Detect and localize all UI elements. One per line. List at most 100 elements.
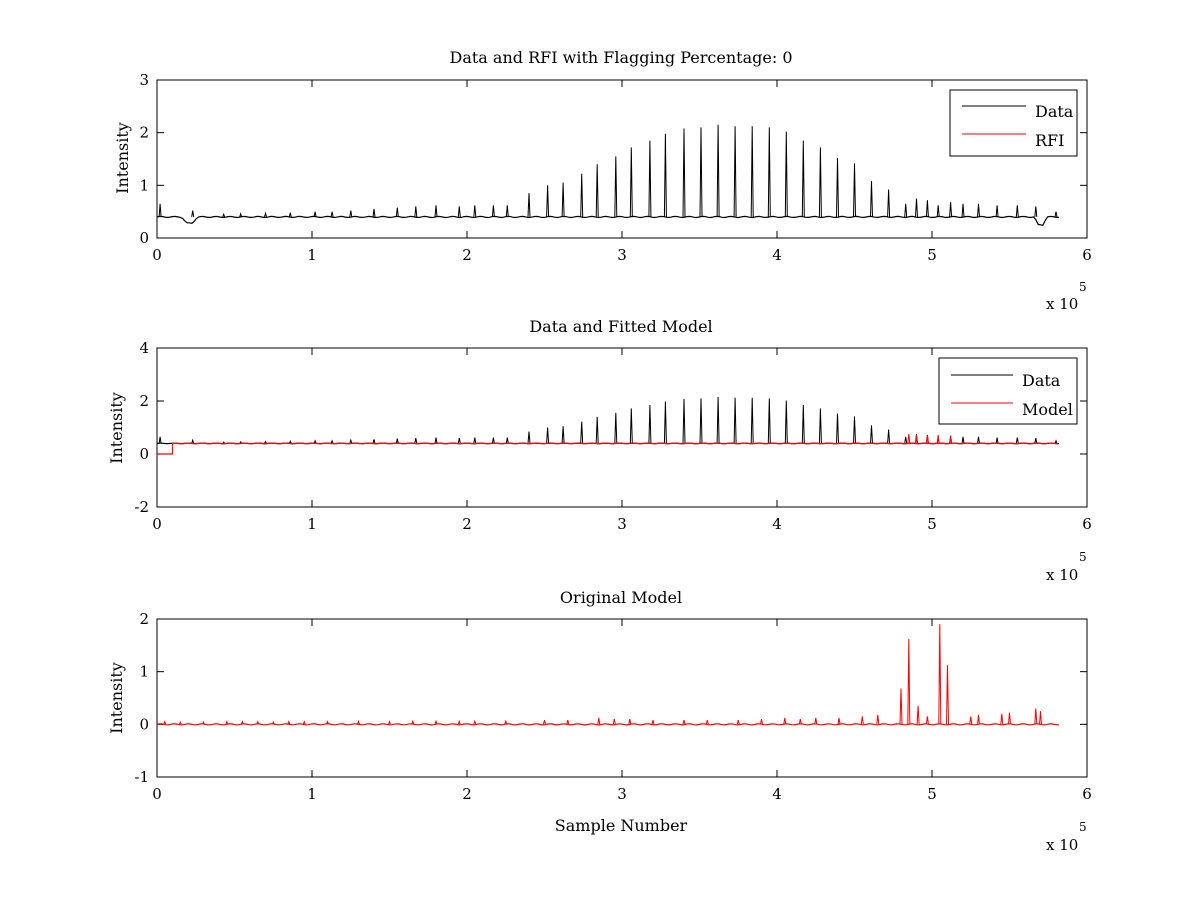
series-spike [801, 404, 805, 444]
series-spike [870, 181, 873, 217]
series-spike [1034, 708, 1038, 725]
series-spike [860, 716, 864, 725]
legend-entry-rfi: RFI [1035, 131, 1064, 150]
series-spike [936, 205, 940, 217]
series-spike [240, 720, 244, 725]
series-spike [716, 396, 720, 444]
series-spike [580, 173, 584, 217]
series-spike [414, 438, 418, 444]
series-spike [949, 435, 953, 444]
x-tick-label: 3 [617, 515, 627, 533]
series-spike [699, 127, 703, 217]
series-spike [736, 719, 740, 725]
series-spike [651, 719, 655, 725]
x-tick-label: 0 [152, 246, 162, 264]
series-spike [767, 127, 771, 217]
series-spike [648, 404, 652, 444]
series-spike [682, 398, 686, 444]
y-tick-label: 1 [139, 663, 149, 681]
series-spike [853, 163, 856, 217]
y-tick-label: 0 [139, 715, 149, 733]
plot-area: 0 1 2 3 4 5 6 0 1 2 3 [139, 71, 1091, 264]
series-spike [733, 126, 737, 217]
series-spike [1015, 205, 1019, 217]
series-spike [491, 437, 495, 444]
x-tick-label: 1 [307, 246, 317, 264]
series-spike [330, 439, 334, 444]
series-spike [1034, 206, 1038, 217]
x-tick-label: 5 [927, 246, 937, 264]
series-spike [629, 147, 633, 217]
series-spike [158, 436, 162, 444]
series-spike [614, 412, 618, 444]
series-spike [925, 200, 929, 217]
series-spike [899, 688, 903, 725]
subplot-title: Data and Fitted Model [529, 317, 712, 336]
x-tick-label: 6 [1082, 515, 1092, 533]
series-spike [264, 211, 267, 218]
series-spike [395, 207, 399, 217]
series-spike [457, 719, 461, 725]
series-spike [904, 203, 908, 217]
series-spike [784, 131, 788, 217]
series-spike [302, 720, 306, 725]
x-tick-label: 0 [152, 785, 162, 803]
series-spike [798, 719, 802, 725]
x-tick-label: 1 [307, 515, 317, 533]
series-spike [904, 436, 908, 444]
series-spike [836, 157, 839, 217]
series-spike [191, 438, 195, 444]
x-tick-label: 2 [462, 246, 472, 264]
series-spike [612, 719, 616, 725]
series-spike [767, 398, 771, 444]
series-spike [614, 156, 618, 217]
series-spike [264, 440, 267, 444]
series-spike [313, 439, 317, 444]
series-spike [222, 441, 226, 444]
y-tick-label: 2 [139, 124, 149, 142]
series-baseline [156, 723, 1060, 726]
series-spike [222, 212, 226, 218]
legend: Data RFI [949, 89, 1078, 157]
series-spike [457, 206, 461, 217]
series-spike [256, 720, 260, 725]
series-spike [760, 719, 763, 725]
series-spike [287, 720, 291, 725]
x-tick-label: 2 [462, 515, 472, 533]
series-spike [504, 719, 508, 725]
series-spike [887, 429, 891, 444]
series-spike [1054, 439, 1058, 444]
series-spike [977, 436, 980, 444]
x-tick-label: 2 [462, 785, 472, 803]
series-spike [271, 721, 275, 725]
series-spike [925, 435, 929, 444]
series-spike [372, 439, 376, 444]
series-spike [1039, 711, 1042, 725]
series-spike [705, 719, 709, 725]
subplot-model: Data and Fitted Model Intensity 0 1 2 3 4 5 6 -… [107, 317, 1092, 584]
legend: Data Model [938, 357, 1078, 425]
series-spike [313, 211, 317, 217]
legend-entry-data: Data [1035, 102, 1074, 121]
series-spike [580, 421, 584, 444]
series-spike [977, 714, 980, 725]
series-spike [876, 714, 880, 725]
series-baseline [156, 215, 1060, 226]
series-spike [814, 717, 818, 725]
series-spike [414, 206, 418, 217]
x-exponent-label: x 10 [1046, 836, 1078, 854]
x-exponent-label: x 10 [1046, 295, 1078, 313]
x-exponent-label: x 10 [1046, 566, 1078, 584]
x-tick-label: 4 [772, 785, 782, 803]
series-spike [818, 408, 822, 444]
series-spike [663, 133, 667, 217]
x-tick-label: 3 [617, 785, 627, 803]
series-spike [178, 721, 182, 725]
series-spike [349, 438, 353, 444]
series-spike [561, 426, 565, 444]
series-spike [158, 203, 162, 217]
series-spike [225, 720, 229, 725]
